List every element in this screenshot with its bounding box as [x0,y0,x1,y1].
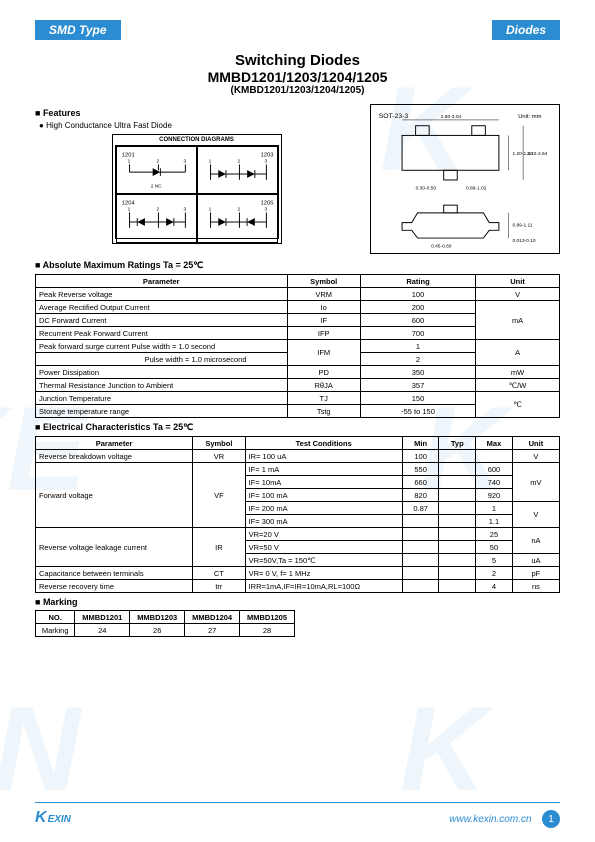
conn-diagram-label: CONNECTION DIAGRAMS [115,137,279,143]
connection-diagram: CONNECTION DIAGRAMS 12011232 NC 1203123 … [112,134,282,244]
package-drawing: SOT-23-3 Unit: mm 2.80-3.04 1.20-1.40 2.… [370,104,560,254]
col-rating: Rating [360,275,475,288]
col-unit: Unit [476,275,560,288]
svg-text:3: 3 [264,207,267,213]
col-symbol: Symbol [287,275,360,288]
feature-item: High Conductance Ultra Fast Diode [39,121,358,130]
marking-heading: Marking [35,597,560,607]
svg-text:0.013-0.10: 0.013-0.10 [512,238,535,244]
footer-logo: KEXIN [35,809,71,827]
header-row: SMD Type Diodes [35,20,560,40]
conn-cell-1205: 1205 1 2 3 [197,194,278,242]
svg-text:2: 2 [156,158,159,164]
elec-table: Parameter Symbol Test Conditions Min Typ… [35,436,560,593]
svg-text:2 NC: 2 NC [150,183,161,189]
svg-text:1: 1 [127,207,130,213]
svg-text:1204: 1204 [121,201,135,207]
svg-text:2: 2 [156,207,159,213]
svg-text:3: 3 [183,158,186,164]
svg-text:2.80-3.04: 2.80-3.04 [441,114,462,120]
watermark: K [400,680,487,818]
watermark: XIN [0,680,80,818]
svg-text:1: 1 [208,158,211,164]
conn-cell-1201: 12011 2 3 2 NC [116,146,197,194]
svg-text:1201: 1201 [121,153,134,159]
footer-page-num: 1 [542,810,560,828]
abs-max-table: Parameter Symbol Rating Unit Peak Revers… [35,274,560,418]
svg-text:0.89-1.02: 0.89-1.02 [466,186,487,192]
abs-max-heading: Absolute Maximum Ratings Ta = 25℃ [35,260,560,271]
svg-text:Unit: mm: Unit: mm [518,114,541,120]
marking-table: NO. MMBD1201 MMBD1203 MMBD1204 MMBD1205 … [35,610,295,637]
svg-text:0.30-0.50: 0.30-0.50 [416,186,437,192]
title-alt: (KMBD1201/1203/1204/1205) [35,85,560,96]
svg-text:3: 3 [264,158,267,164]
col-parameter: Parameter [36,275,288,288]
svg-text:1203: 1203 [260,153,273,159]
footer-url: www.kexin.com.cn [449,814,531,825]
title-main: Switching Diodes [35,52,560,69]
svg-text:2.10-2.64: 2.10-2.64 [527,151,548,157]
header-left: SMD Type [35,20,121,40]
footer-right: www.kexin.com.cn 1 [449,809,560,829]
features-heading: Features [35,108,358,118]
svg-text:2: 2 [237,207,240,213]
footer: KEXIN www.kexin.com.cn 1 [35,802,560,829]
svg-text:1205: 1205 [260,201,273,207]
svg-text:1: 1 [208,207,211,213]
header-right: Diodes [492,20,560,40]
conn-cell-1204: 12041 2 3 [116,194,197,242]
svg-text:0.89-1.11: 0.89-1.11 [512,222,532,228]
svg-text:SOT-23-3: SOT-23-3 [379,113,409,120]
svg-text:0.45-0.60: 0.45-0.60 [431,244,452,250]
title-sub: MMBD1201/1203/1204/1205 [35,69,560,85]
svg-text:2: 2 [237,158,240,164]
svg-text:1: 1 [127,158,130,164]
elec-heading: Electrical Characteristics Ta = 25℃ [35,422,560,433]
svg-text:3: 3 [183,207,186,213]
conn-cell-1203: 1203 1 2 3 [197,146,278,194]
title-block: Switching Diodes MMBD1201/1203/1204/1205… [35,52,560,96]
